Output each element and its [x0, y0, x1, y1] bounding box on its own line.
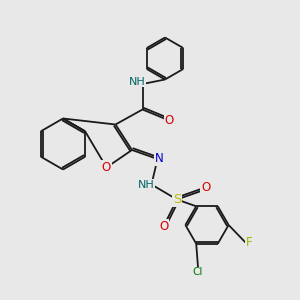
Text: S: S — [173, 193, 181, 206]
Text: O: O — [165, 113, 174, 127]
Text: Cl: Cl — [193, 267, 203, 278]
Text: O: O — [159, 220, 168, 233]
Text: O: O — [102, 161, 111, 174]
Text: N: N — [154, 152, 164, 166]
Text: O: O — [201, 181, 210, 194]
Text: NH: NH — [129, 76, 146, 87]
Text: F: F — [246, 236, 252, 250]
Text: NH: NH — [138, 179, 154, 190]
